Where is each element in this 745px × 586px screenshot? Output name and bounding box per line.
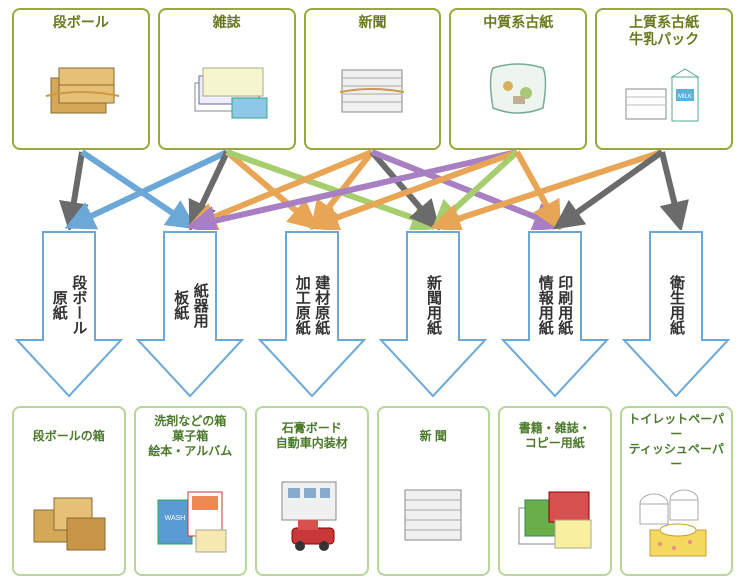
output-illustration — [261, 460, 363, 570]
product-label-line: 新聞用紙 — [424, 275, 444, 335]
product-label: 衛生用紙 — [667, 275, 687, 335]
source-illustration — [310, 33, 436, 144]
flow-arrow — [558, 152, 662, 226]
product-label-line: 衛生用紙 — [667, 275, 687, 335]
source-label: 中質系古紙 — [483, 14, 553, 31]
source-illustration — [18, 33, 144, 144]
output-illustration — [18, 460, 120, 570]
source-label: 雑誌 — [213, 14, 241, 31]
product-arrow-3: 新聞用紙 — [377, 230, 491, 400]
product-label: 建材原紙加工原紙 — [292, 275, 331, 335]
source-card-3: 中質系古紙 — [449, 8, 587, 150]
product-arrow-1: 紙器用板紙 — [134, 230, 248, 400]
output-card-4: 書籍・雑誌・ コピー用紙 — [498, 406, 612, 576]
product-label-line: 原紙 — [49, 275, 69, 335]
source-illustration — [455, 33, 581, 144]
source-card-2: 新聞 — [304, 8, 442, 150]
source-label: 新聞 — [358, 14, 386, 31]
output-card-2: 石膏ボード 自動車内装材 — [255, 406, 369, 576]
product-label-line: 加工原紙 — [292, 275, 312, 335]
product-label-line: 板紙 — [171, 283, 191, 328]
product-arrow-2: 建材原紙加工原紙 — [255, 230, 369, 400]
output-card-5: トイレットペーパー ティッシュペーパー — [620, 406, 734, 576]
product-label-line: 段ボール — [69, 275, 89, 335]
product-label-line: 情報用紙 — [535, 275, 555, 335]
product-label: 紙器用板紙 — [171, 283, 210, 328]
output-card-0: 段ボールの箱 — [12, 406, 126, 576]
product-label-line: 紙器用 — [190, 283, 210, 328]
output-label: 石膏ボード 自動車内装材 — [276, 412, 348, 460]
flow-arrow — [70, 152, 82, 226]
output-label: 洗剤などの箱 菓子箱 絵本・アルバム — [148, 412, 232, 460]
source-card-4: 上質系古紙 牛乳パック MILK — [595, 8, 733, 150]
product-label: 段ボール原紙 — [49, 275, 88, 335]
output-label: 新 聞 — [420, 412, 447, 460]
product-label: 新聞用紙 — [424, 275, 444, 335]
svg-text:WASH: WASH — [165, 515, 186, 522]
source-illustration: MILK — [601, 50, 727, 144]
source-label: 上質系古紙 牛乳パック — [629, 14, 699, 48]
output-illustration: WASH — [140, 460, 242, 570]
output-label: 書籍・雑誌・ コピー用紙 — [519, 412, 591, 460]
product-arrow-4: 印刷用紙情報用紙 — [498, 230, 612, 400]
output-illustration — [383, 460, 485, 570]
output-illustration — [504, 460, 606, 570]
product-arrow-0: 段ボール原紙 — [12, 230, 126, 400]
product-label-line: 印刷用紙 — [555, 275, 575, 335]
source-card-1: 雑誌 — [158, 8, 296, 150]
product-label: 印刷用紙情報用紙 — [535, 275, 574, 335]
flow-arrow — [662, 152, 680, 226]
svg-text:MILK: MILK — [678, 94, 692, 100]
output-illustration — [626, 472, 728, 570]
product-label-line: 建材原紙 — [312, 275, 332, 335]
source-label: 段ボール — [53, 14, 109, 31]
output-card-3: 新 聞 — [377, 406, 491, 576]
source-card-0: 段ボール — [12, 8, 150, 150]
product-arrow-5: 衛生用紙 — [620, 230, 734, 400]
source-illustration — [164, 33, 290, 144]
output-card-1: 洗剤などの箱 菓子箱 絵本・アルバム WASH — [134, 406, 248, 576]
output-label: 段ボールの箱 — [33, 412, 105, 460]
output-label: トイレットペーパー ティッシュペーパー — [626, 412, 728, 472]
